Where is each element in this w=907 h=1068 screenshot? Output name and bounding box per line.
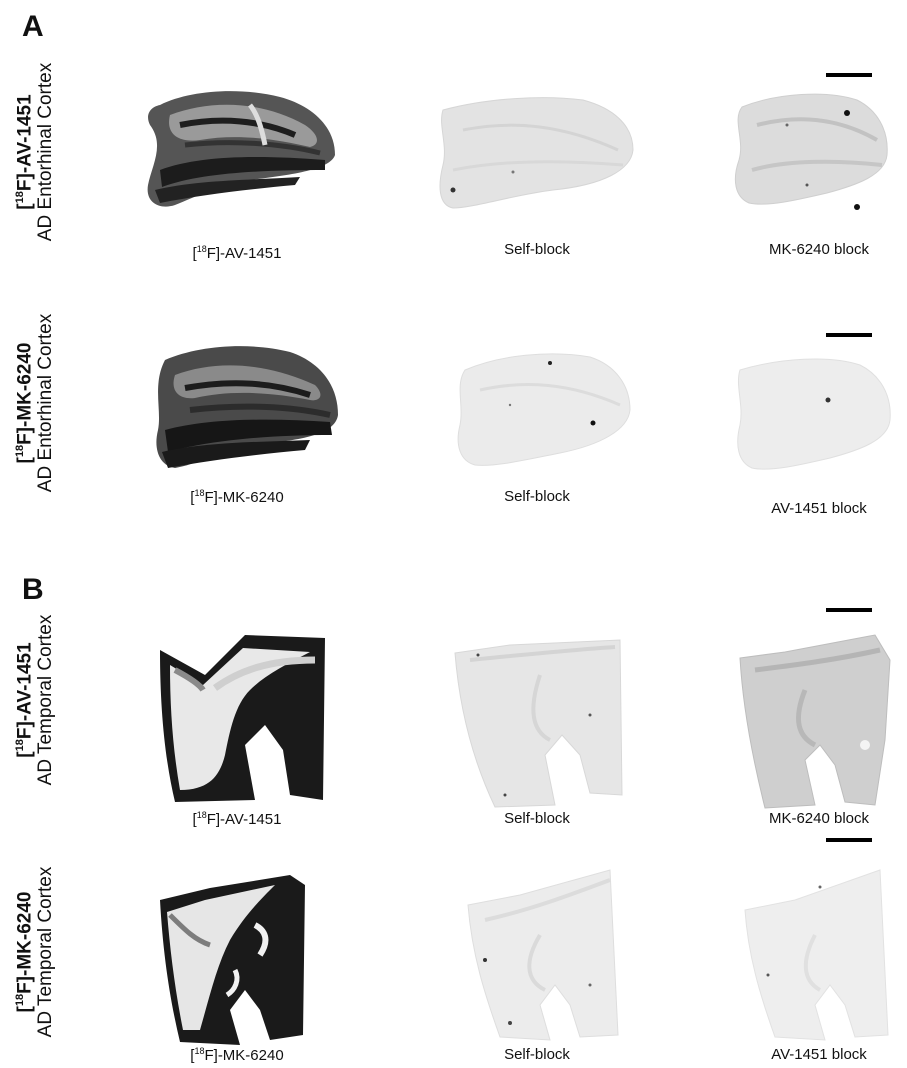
caption-a2-self-block: Self-block bbox=[504, 488, 570, 505]
caption-a2-av1451-block: AV-1451 block bbox=[771, 500, 867, 517]
tissue-image-a1-self-block bbox=[439, 97, 634, 209]
row-label-a1: [18F]-AV-1451 AD Entorhinal Cortex bbox=[14, 62, 57, 242]
scale-bar-a1 bbox=[826, 73, 872, 77]
panel-letter-b: B bbox=[22, 573, 44, 606]
scale-bar-b2 bbox=[826, 838, 872, 842]
tissue-image-b1-tracer bbox=[160, 635, 325, 802]
scale-bar-a2 bbox=[826, 333, 872, 337]
caption-a2-tracer: [18F]-MK-6240 bbox=[190, 488, 284, 506]
tissue-image-b2-av1451-block bbox=[744, 869, 889, 1041]
caption-a1-mk6240-block: MK-6240 block bbox=[768, 241, 870, 258]
caption-b2-av1451-block: AV-1451 block bbox=[771, 1046, 867, 1063]
caption-a1-self-block: Self-block bbox=[504, 241, 570, 258]
tissue-image-a1-mk6240-block bbox=[734, 93, 888, 210]
row-label-b2: [18F]-MK-6240 AD Temporal Cortex bbox=[14, 866, 57, 1038]
tissue-image-b1-self-block bbox=[454, 639, 623, 808]
caption-b1-self-block: Self-block bbox=[504, 810, 570, 827]
tissue-image-a2-tracer bbox=[156, 346, 338, 468]
tissue-image-a1-tracer bbox=[147, 91, 335, 207]
tissue-image-a2-av1451-block bbox=[737, 358, 891, 470]
tissue-image-a2-self-block bbox=[457, 353, 631, 466]
scale-bar-b1 bbox=[826, 608, 872, 612]
caption-b2-self-block: Self-block bbox=[504, 1046, 570, 1063]
caption-b2-tracer: [18F]-MK-6240 bbox=[190, 1046, 284, 1064]
row-label-a2: [18F]-MK-6240 AD Entorhinal Cortex bbox=[14, 313, 57, 493]
caption-a1-tracer: [18F]-AV-1451 bbox=[192, 244, 282, 262]
caption-b1-tracer: [18F]-AV-1451 bbox=[192, 810, 282, 828]
row-label-b1: [18F]-AV-1451 AD Temporal Cortex bbox=[14, 614, 57, 786]
tissue-image-b1-mk6240-block bbox=[739, 634, 891, 809]
tissue-image-b2-tracer bbox=[160, 875, 305, 1045]
panel-letter-a: A bbox=[22, 10, 44, 43]
tissue-image-b2-self-block bbox=[467, 869, 619, 1041]
caption-b1-mk6240-block: MK-6240 block bbox=[768, 810, 870, 827]
